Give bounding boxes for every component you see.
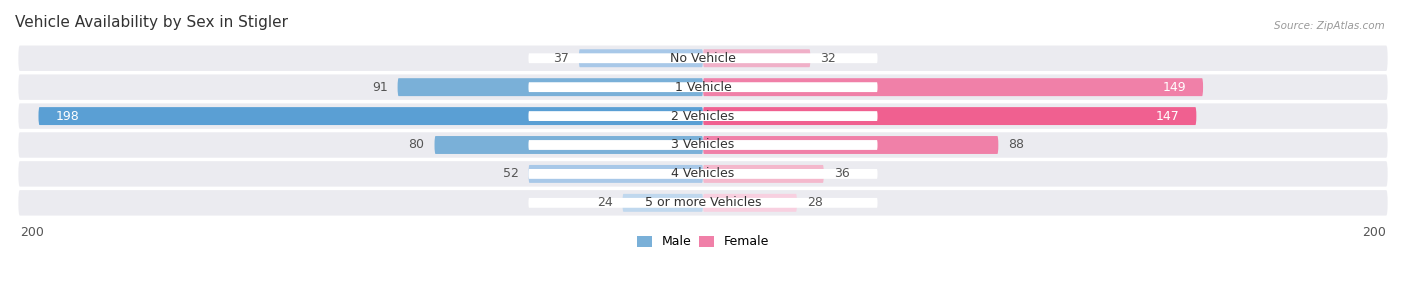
Text: 147: 147 (1156, 109, 1180, 123)
FancyBboxPatch shape (529, 169, 877, 179)
Text: No Vehicle: No Vehicle (671, 52, 735, 65)
FancyBboxPatch shape (529, 111, 877, 121)
FancyBboxPatch shape (18, 190, 1388, 216)
FancyBboxPatch shape (18, 132, 1388, 158)
Text: 32: 32 (821, 52, 837, 65)
FancyBboxPatch shape (529, 53, 877, 63)
Text: 3 Vehicles: 3 Vehicles (672, 138, 734, 152)
FancyBboxPatch shape (398, 78, 703, 96)
FancyBboxPatch shape (18, 161, 1388, 187)
Text: 80: 80 (409, 138, 425, 152)
Text: Source: ZipAtlas.com: Source: ZipAtlas.com (1274, 21, 1385, 31)
Text: 52: 52 (502, 167, 519, 181)
Text: 149: 149 (1163, 81, 1187, 94)
FancyBboxPatch shape (703, 194, 797, 212)
FancyBboxPatch shape (18, 103, 1388, 129)
Text: 24: 24 (596, 196, 613, 209)
Text: 198: 198 (55, 109, 79, 123)
FancyBboxPatch shape (703, 107, 1197, 125)
Text: 88: 88 (1008, 138, 1025, 152)
FancyBboxPatch shape (579, 49, 703, 67)
FancyBboxPatch shape (18, 74, 1388, 100)
FancyBboxPatch shape (529, 198, 877, 208)
FancyBboxPatch shape (703, 78, 1204, 96)
FancyBboxPatch shape (529, 140, 877, 150)
Text: 36: 36 (834, 167, 849, 181)
FancyBboxPatch shape (529, 165, 703, 183)
Text: 2 Vehicles: 2 Vehicles (672, 109, 734, 123)
Text: 5 or more Vehicles: 5 or more Vehicles (645, 196, 761, 209)
Text: 28: 28 (807, 196, 823, 209)
Legend: Male, Female: Male, Female (631, 230, 775, 253)
FancyBboxPatch shape (703, 165, 824, 183)
Text: 1 Vehicle: 1 Vehicle (675, 81, 731, 94)
FancyBboxPatch shape (38, 107, 703, 125)
FancyBboxPatch shape (703, 136, 998, 154)
Text: Vehicle Availability by Sex in Stigler: Vehicle Availability by Sex in Stigler (15, 15, 288, 30)
FancyBboxPatch shape (623, 194, 703, 212)
Text: 37: 37 (553, 52, 569, 65)
FancyBboxPatch shape (434, 136, 703, 154)
FancyBboxPatch shape (703, 49, 810, 67)
Text: 91: 91 (371, 81, 388, 94)
FancyBboxPatch shape (18, 45, 1388, 71)
Text: 4 Vehicles: 4 Vehicles (672, 167, 734, 181)
FancyBboxPatch shape (529, 82, 877, 92)
